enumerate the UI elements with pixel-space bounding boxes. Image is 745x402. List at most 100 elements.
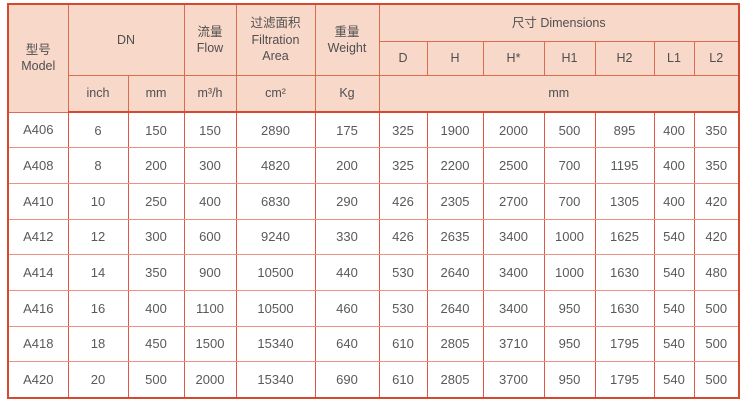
cell-l2: 500 [693, 289, 740, 327]
cell-d: 325 [378, 111, 428, 149]
unit-dn-mm: mm [127, 74, 185, 113]
header-row-3: inch mm m³/h cm² Kg mm [8, 74, 740, 113]
cell-model: A414 [7, 254, 69, 291]
cell-h2: 1630 [594, 289, 655, 327]
cell-dn-mm: 350 [127, 254, 185, 291]
cell-h1: 1000 [543, 254, 596, 291]
cell-d: 610 [378, 361, 428, 399]
cell-hstar: 3400 [482, 254, 545, 291]
header-weight-en: Weight [327, 40, 367, 55]
cell-h: 2805 [426, 325, 484, 363]
unit-filtration: cm² [235, 74, 316, 113]
cell-flow: 600 [183, 218, 237, 256]
cell-h: 2640 [426, 254, 484, 291]
cell-d: 530 [378, 289, 428, 327]
table-body: A406 6 150 150 2890 175 325 1900 2000 50… [7, 111, 740, 399]
cell-h1: 700 [543, 182, 596, 220]
cell-hstar: 3710 [482, 325, 545, 363]
cell-h2: 1795 [594, 325, 655, 363]
table-row: A418 18 450 1500 15340 640 610 2805 3710… [7, 325, 740, 363]
header-flow-en: Flow [196, 40, 224, 55]
cell-dn-mm: 250 [127, 182, 185, 220]
table-row: A410 10 250 400 6830 290 426 2305 2700 7… [7, 182, 740, 220]
cell-dn-mm: 450 [127, 325, 185, 363]
cell-l1: 540 [653, 325, 695, 363]
header-dim-l1: L1 [653, 40, 695, 76]
table-header: 型号 Model DN 流量 Flow 过滤面积 Filtration Area… [7, 3, 740, 113]
cell-filtration-area: 15340 [235, 325, 316, 363]
cell-d: 325 [378, 147, 428, 184]
cell-weight: 175 [314, 111, 380, 149]
header-flow-zh: 流量 [197, 24, 223, 39]
header-dim-h2: H2 [594, 40, 655, 76]
cell-weight: 200 [314, 147, 380, 184]
cell-h1: 950 [543, 289, 596, 327]
unit-weight: Kg [314, 74, 380, 113]
header-dimensions: 尺寸 Dimensions [378, 3, 740, 42]
cell-l2: 500 [693, 325, 740, 363]
header-dim-d: D [378, 40, 428, 76]
cell-h1: 1000 [543, 218, 596, 256]
cell-d: 610 [378, 325, 428, 363]
cell-filtration-area: 2890 [235, 111, 316, 149]
cell-weight: 330 [314, 218, 380, 256]
cell-filtration-area: 10500 [235, 254, 316, 291]
cell-l2: 420 [693, 182, 740, 220]
cell-dn-inch: 16 [67, 289, 129, 327]
cell-h1: 950 [543, 325, 596, 363]
cell-filtration-area: 4820 [235, 147, 316, 184]
unit-dn-inch: inch [67, 74, 129, 113]
cell-weight: 640 [314, 325, 380, 363]
cell-model: A412 [7, 218, 69, 256]
header-filtration-zh: 过滤面积 [250, 16, 301, 31]
cell-h2: 1795 [594, 361, 655, 399]
header-filtration-area: 过滤面积 Filtration Area [235, 3, 316, 76]
unit-dimensions: mm [378, 74, 740, 113]
cell-dn-mm: 300 [127, 218, 185, 256]
header-model: 型号 Model [7, 3, 69, 113]
spec-table: 型号 Model DN 流量 Flow 过滤面积 Filtration Area… [7, 3, 741, 399]
cell-l1: 400 [653, 111, 695, 149]
cell-l2: 350 [693, 147, 740, 184]
header-dn: DN [67, 3, 185, 76]
cell-dn-inch: 10 [67, 182, 129, 220]
header-weight-zh: 重量 [334, 24, 360, 39]
cell-filtration-area: 9240 [235, 218, 316, 256]
unit-flow: m³/h [183, 74, 237, 113]
cell-model: A410 [7, 182, 69, 220]
table-row: A414 14 350 900 10500 440 530 2640 3400 … [7, 254, 740, 291]
cell-hstar: 3400 [482, 218, 545, 256]
cell-d: 426 [378, 218, 428, 256]
cell-model: A408 [7, 147, 69, 184]
cell-l2: 350 [693, 111, 740, 149]
cell-h: 2805 [426, 361, 484, 399]
cell-hstar: 2700 [482, 182, 545, 220]
cell-h2: 1305 [594, 182, 655, 220]
cell-h1: 700 [543, 147, 596, 184]
cell-flow: 1500 [183, 325, 237, 363]
cell-filtration-area: 15340 [235, 361, 316, 399]
cell-dn-inch: 14 [67, 254, 129, 291]
cell-l2: 420 [693, 218, 740, 256]
cell-h: 1900 [426, 111, 484, 149]
cell-model: A416 [7, 289, 69, 327]
cell-hstar: 2500 [482, 147, 545, 184]
cell-l1: 400 [653, 147, 695, 184]
header-dim-hstar: H* [482, 40, 545, 76]
header-dim-l2: L2 [693, 40, 740, 76]
table-row: A408 8 200 300 4820 200 325 2200 2500 70… [7, 147, 740, 184]
header-flow: 流量 Flow [183, 3, 237, 76]
cell-flow: 1100 [183, 289, 237, 327]
header-weight: 重量 Weight [314, 3, 380, 76]
cell-model: A420 [7, 361, 69, 399]
cell-d: 530 [378, 254, 428, 291]
header-filtration-en: Filtration Area [251, 32, 300, 63]
header-row-2: D H H* H1 H2 L1 L2 [8, 40, 740, 76]
cell-h: 2640 [426, 289, 484, 327]
header-row-1: 型号 Model DN 流量 Flow 过滤面积 Filtration Area… [7, 3, 740, 113]
cell-dn-inch: 12 [67, 218, 129, 256]
header-model-zh: 型号 [25, 43, 51, 57]
cell-l2: 500 [693, 361, 740, 399]
header-model-en: Model [21, 59, 56, 74]
cell-h2: 1625 [594, 218, 655, 256]
